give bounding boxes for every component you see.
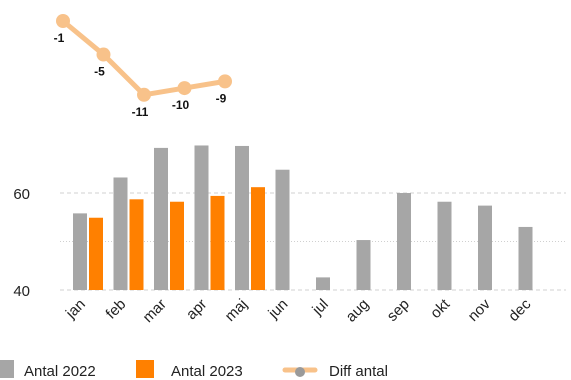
x-tick-label: okt <box>427 295 454 322</box>
legend-swatch-2023 <box>136 360 154 378</box>
diff-marker <box>218 74 232 89</box>
bar-2023-apr <box>210 195 225 290</box>
bar-2022-apr <box>194 145 209 290</box>
diff-data-label: -10 <box>172 98 190 112</box>
diff-marker <box>56 14 70 29</box>
y-tick-label: 60 <box>13 186 30 203</box>
y-tick-label: 40 <box>13 283 30 300</box>
y-axis: 40 60 <box>13 186 30 300</box>
diff-data-label: -11 <box>132 105 149 119</box>
diff-line-series: -1 -5 -11 -10 -9 <box>54 14 232 119</box>
x-tick-label: aug <box>343 296 373 326</box>
legend: Antal 2022 Antal 2023 Diff antal <box>0 360 388 380</box>
x-axis: jan feb mar apr maj jun jul aug sep okt nov dec <box>62 295 535 326</box>
bar-2022-aug <box>356 240 371 290</box>
bar-2022-feb <box>113 177 128 290</box>
bar-2022-jul <box>316 277 330 290</box>
legend-label-2022: Antal 2022 <box>24 363 96 380</box>
diff-data-label: -1 <box>54 31 65 45</box>
bar-2023-jan <box>89 217 103 290</box>
bar-2022-okt <box>437 201 452 290</box>
legend-label-2023: Antal 2023 <box>171 363 243 380</box>
diff-marker <box>96 47 111 62</box>
bar-2023-feb <box>129 199 144 290</box>
bar-2022-jun <box>275 169 290 290</box>
legend-swatch-2022 <box>0 360 14 378</box>
x-tick-label: maj <box>222 296 251 325</box>
x-tick-label: feb <box>103 296 130 323</box>
bar-2023-mar <box>170 201 184 290</box>
x-tick-label: sep <box>384 296 413 325</box>
x-tick-label: jan <box>62 296 89 323</box>
diff-marker <box>177 81 192 96</box>
x-tick-label: mar <box>140 296 170 326</box>
x-tick-label: jul <box>308 296 331 319</box>
bar-2022-maj <box>235 145 249 290</box>
bar-2022-jan <box>73 213 87 290</box>
x-tick-label: apr <box>183 296 210 323</box>
bar-2022-nov <box>478 205 492 290</box>
bar-2023-maj <box>251 187 265 290</box>
diff-marker <box>137 87 151 102</box>
legend-label-diff: Diff antal <box>329 363 388 380</box>
bar-2022-sep <box>397 193 411 290</box>
x-tick-label: dec <box>505 295 534 324</box>
bars <box>73 145 533 290</box>
diff-data-label: -5 <box>94 65 105 79</box>
x-tick-label: jun <box>264 296 291 323</box>
bar-2022-dec <box>518 226 533 290</box>
diff-data-label: -9 <box>216 91 227 105</box>
x-tick-label: nov <box>465 295 494 324</box>
legend-marker-diff <box>295 367 305 377</box>
diff-line <box>60 18 228 98</box>
bar-2022-mar <box>154 147 168 290</box>
